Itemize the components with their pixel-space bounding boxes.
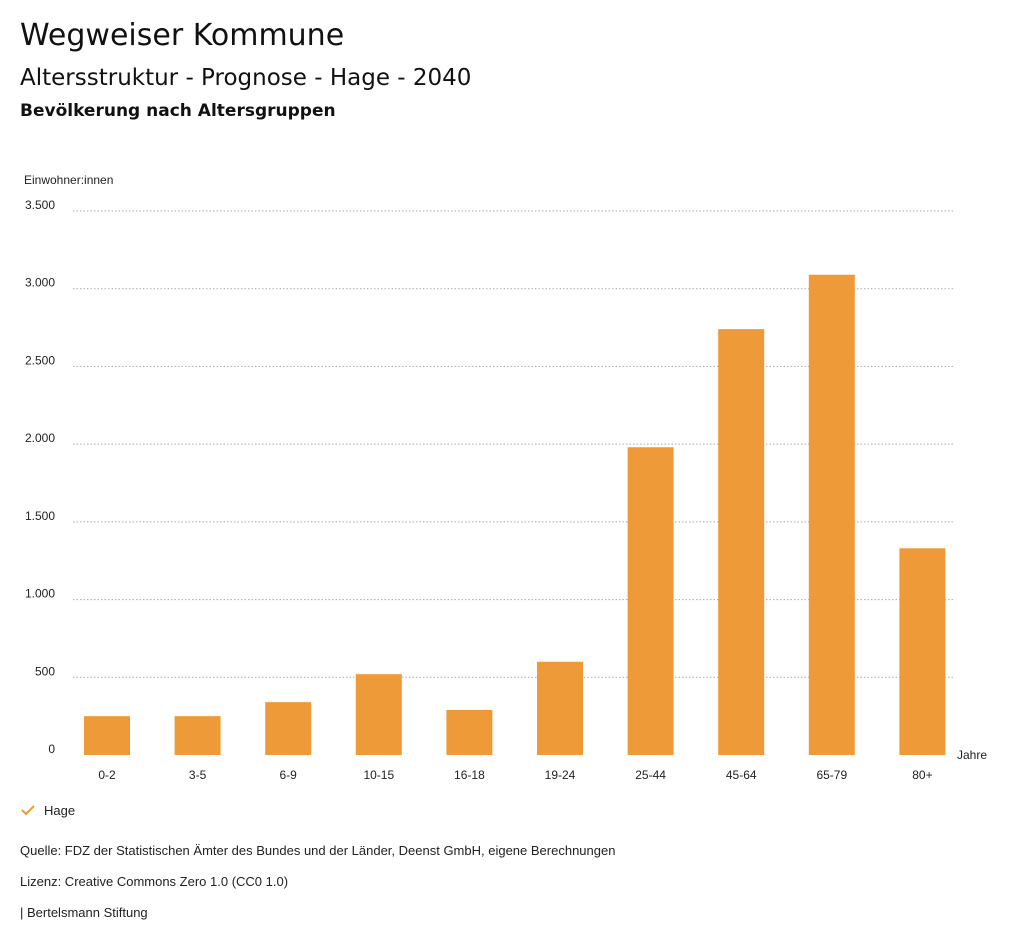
x-tick-label: 16-18 [454, 768, 485, 782]
bar-0-2[interactable] [84, 716, 130, 755]
bar-25-44[interactable] [627, 447, 674, 755]
bar-45-64[interactable] [718, 329, 765, 755]
x-tick-label: 10-15 [363, 768, 394, 782]
bar-16-18[interactable] [446, 709, 493, 755]
footer: Quelle: FDZ der Statistischen Ämter des … [20, 842, 615, 935]
y-tick-label: 3.500 [25, 198, 55, 212]
y-tick-label: 500 [35, 664, 55, 678]
bar-chart: Einwohner:innen Jahre 0 500 1.000 1.500 2.00… [24, 173, 987, 782]
x-tick-label: 25-44 [635, 768, 666, 782]
x-tick-label: 45-64 [726, 768, 757, 782]
y-tick-label: 2.500 [25, 353, 55, 367]
bar-10-15[interactable] [355, 674, 402, 755]
y-tick-label: 1.500 [25, 509, 55, 523]
y-tick-label: 3.000 [25, 276, 55, 290]
x-tick-label: 6-9 [280, 768, 298, 782]
source-note: Quelle: FDZ der Statistischen Ämter des … [20, 843, 616, 858]
x-tick-label: 0-2 [98, 768, 116, 782]
header: Wegweiser Kommune Altersstruktur - Progn… [20, 18, 1000, 122]
y-axis-label: Einwohner:innen [24, 173, 113, 187]
page-title: Wegweiser Kommune [20, 18, 345, 53]
y-tick-label: 0 [48, 742, 55, 756]
y-tick-label: 2.000 [25, 431, 55, 445]
x-axis-label: Jahre [957, 748, 987, 762]
x-tick-label: 19-24 [545, 768, 576, 782]
chart-heading: Bevölkerung nach Altersgruppen [20, 101, 336, 121]
x-axis-ticks: 0-2 3-5 6-9 10-15 16-18 19-24 25-44 45-64 65-79 8… [98, 768, 932, 782]
license-note: Lizenz: Creative Commons Zero 1.0 (CC0 1… [20, 874, 289, 889]
x-tick-label: 80+ [912, 768, 932, 782]
bar-19-24[interactable] [537, 661, 583, 755]
chart-subtitle: Altersstruktur - Prognose - Hage - 2040 [20, 65, 472, 91]
bar-65-79[interactable] [808, 274, 855, 755]
legend-item-hage[interactable]: Hage [20, 802, 75, 818]
check-icon [21, 805, 35, 816]
legend-label: Hage [44, 802, 76, 818]
bar-6-9[interactable] [265, 702, 312, 755]
x-tick-label: 3-5 [189, 768, 207, 782]
x-tick-label: 65-79 [816, 768, 847, 782]
bar-80+[interactable] [899, 548, 946, 755]
y-tick-label: 1.000 [25, 587, 55, 601]
y-axis-ticks: 0 500 1.000 1.500 2.000 2.500 3.000 3.500 [25, 198, 55, 756]
bar-3-5[interactable] [174, 716, 221, 755]
bars [84, 274, 946, 755]
publisher-note: | Bertelsmann Stiftung [20, 905, 148, 920]
